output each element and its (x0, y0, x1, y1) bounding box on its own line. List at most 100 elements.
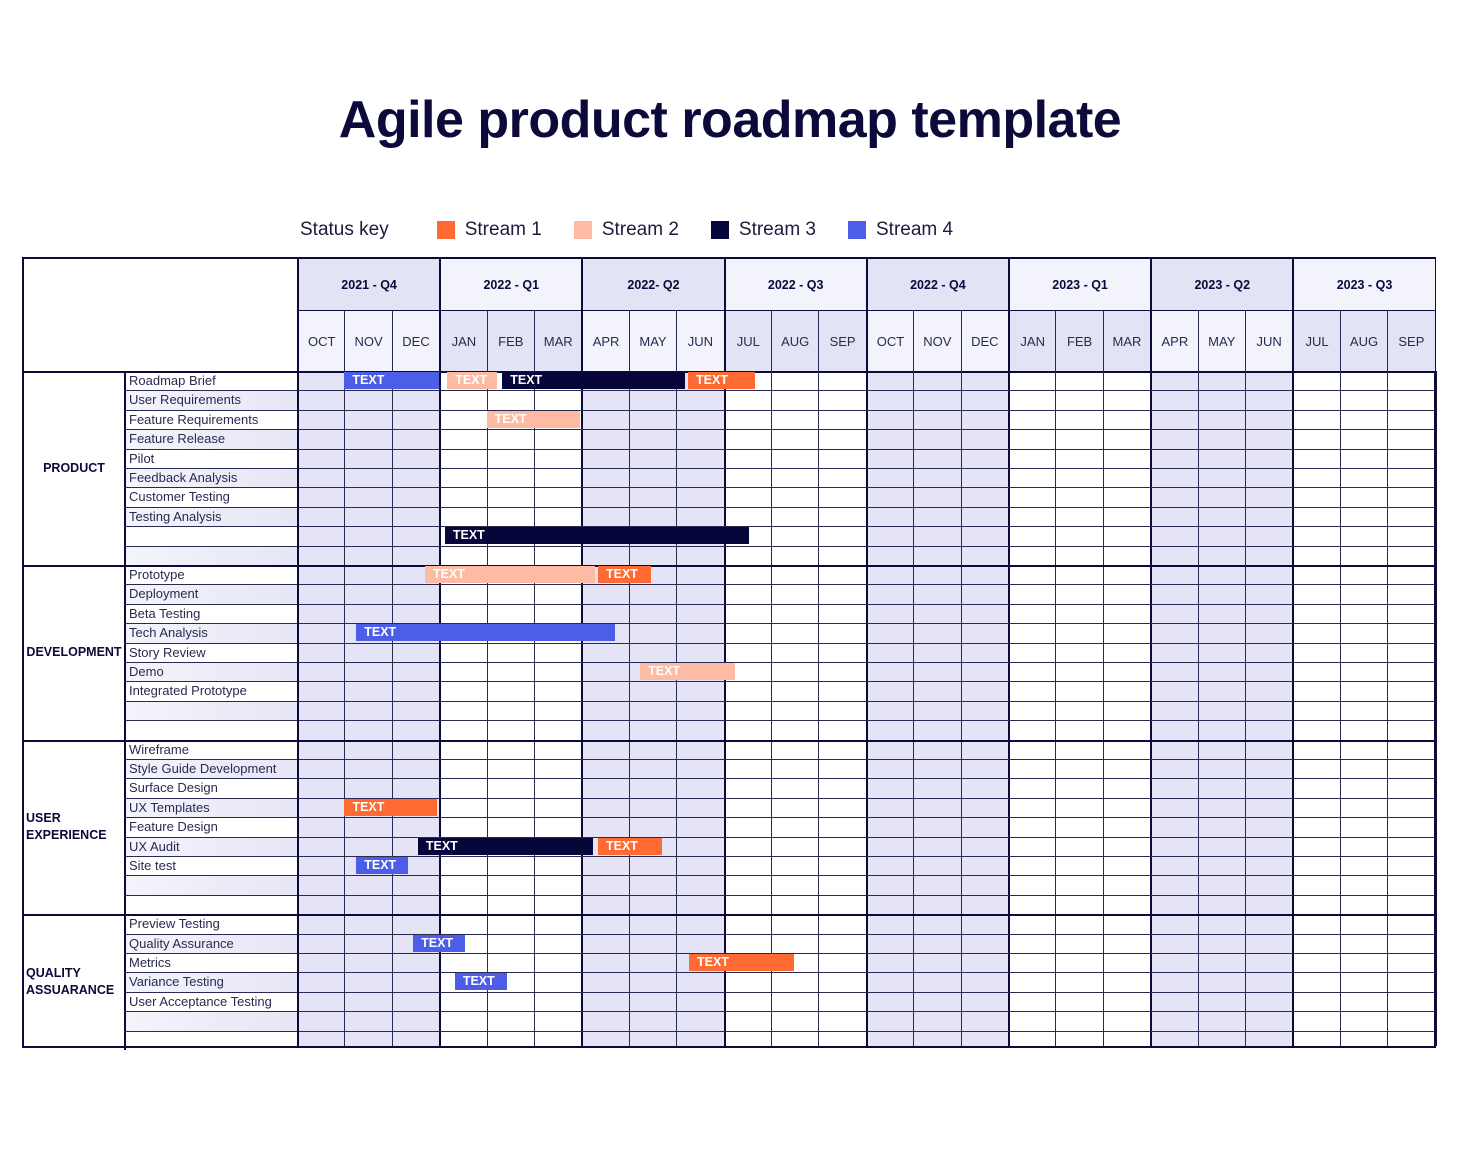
stream-3-swatch-icon (710, 221, 729, 239)
column-divider (439, 371, 442, 1046)
row-divider (124, 526, 1434, 528)
column-divider (1245, 371, 1246, 1046)
month-header: NOV (913, 311, 961, 371)
section-label: USER EXPERIENCE (24, 740, 124, 915)
row-divider (124, 817, 1434, 819)
quarter-shade (865, 371, 1008, 1046)
month-header: MAY (1197, 311, 1245, 371)
month-header: AUG (1339, 311, 1388, 371)
quarter-header: 2022 - Q3 (723, 259, 866, 311)
row-divider (124, 1030, 1434, 1032)
column-divider (1197, 371, 1199, 1046)
column-divider (865, 371, 868, 1046)
task-label: Demo (124, 662, 297, 682)
quarter-header: 2023 - Q3 (1292, 259, 1435, 311)
section-label: DEVELOPMENT (24, 565, 124, 740)
column-divider (628, 371, 630, 1046)
row-divider (124, 468, 1434, 469)
month-header: MAR (534, 311, 582, 371)
month-header: SEP (1387, 311, 1435, 371)
month-header: JUN (1245, 311, 1293, 371)
roadmap-bar[interactable]: TEXT (502, 372, 686, 389)
roadmap-bar[interactable]: TEXT (417, 837, 594, 855)
row-divider (124, 545, 1434, 547)
quarter-shade (1150, 371, 1293, 1046)
month-header: JAN (1008, 311, 1056, 371)
row-divider (124, 603, 1434, 605)
month-header: AUG (771, 311, 819, 371)
roadmap-bar[interactable]: TEXT (486, 410, 580, 428)
roadmap-bar[interactable]: TEXT (640, 663, 735, 680)
row-divider (124, 759, 1434, 760)
month-header: JUL (723, 311, 771, 371)
row-divider (124, 390, 1434, 392)
roadmap-bar[interactable]: TEXT (356, 857, 409, 874)
month-header: FEB (1055, 311, 1103, 371)
quarter-header: 2022 - Q4 (865, 259, 1008, 311)
quarter-shade (297, 371, 440, 1046)
roadmap-bar[interactable]: TEXT (344, 372, 440, 389)
roadmap-bar[interactable]: TEXT (688, 954, 795, 971)
column-divider (581, 371, 584, 1046)
roadmap-bar[interactable]: TEXT (597, 566, 652, 583)
month-header: DEC (960, 311, 1008, 371)
month-header: JUN (676, 311, 724, 371)
roadmap-bar[interactable]: TEXT (447, 372, 498, 389)
row-divider (124, 642, 1434, 644)
month-header: NOV (344, 311, 392, 371)
row-divider (124, 1011, 1434, 1013)
row-divider (124, 991, 1434, 993)
roadmap-bar[interactable]: TEXT (424, 566, 596, 583)
month-header: APR (581, 311, 629, 371)
month-header: OCT (865, 311, 914, 371)
roadmap-bar[interactable]: TEXT (454, 973, 507, 991)
task-label: Roadmap Brief (124, 371, 297, 391)
row-divider (124, 836, 1434, 838)
row-divider (124, 584, 1434, 586)
month-header: APR (1150, 311, 1198, 371)
month-header: OCT (297, 311, 345, 371)
month-header: MAR (1102, 311, 1151, 371)
legend-label: Stream 2 (601, 219, 679, 240)
month-header: MAY (628, 311, 677, 371)
row-divider (124, 487, 1434, 489)
section-label: PRODUCT (24, 371, 124, 565)
task-label: User Acceptance Testing (124, 991, 297, 1012)
column-divider (1339, 371, 1341, 1046)
quarter-header: 2023 - Q2 (1150, 259, 1293, 311)
task-label: Feature Design (124, 817, 297, 837)
task-label (124, 545, 297, 565)
roadmap-bar[interactable]: TEXT (413, 934, 466, 952)
task-label: Story Review (124, 642, 297, 662)
month-header: SEP (818, 311, 866, 371)
column-divider (723, 371, 726, 1046)
row-divider (124, 700, 1434, 702)
task-label: Prototype (124, 565, 297, 585)
legend-item-stream-1: Stream 1 (436, 219, 542, 241)
task-label: Wireframe (124, 739, 297, 759)
column-divider (1102, 371, 1104, 1046)
row-divider (124, 448, 1434, 450)
month-header: DEC (391, 311, 440, 371)
task-label: Feature Release (124, 429, 297, 449)
row-divider (124, 894, 1434, 896)
roadmap-bar[interactable]: TEXT (356, 624, 616, 642)
stream-2-swatch-icon (573, 221, 592, 239)
row-divider (124, 856, 1434, 857)
task-label: Tech Analysis (124, 623, 297, 643)
legend-label: Stream 4 (876, 219, 954, 240)
row-divider (124, 681, 1434, 683)
quarter-header: 2021 - Q4 (297, 259, 440, 311)
roadmap-bar[interactable]: TEXT (688, 372, 756, 389)
roadmap-bar[interactable]: TEXT (597, 837, 662, 855)
task-label: Site test (124, 856, 297, 876)
roadmap-bar[interactable]: TEXT (344, 798, 437, 816)
row-divider (124, 662, 1434, 663)
column-divider (391, 371, 393, 1046)
column-divider (1008, 371, 1010, 1046)
roadmap-bar[interactable]: TEXT (444, 527, 750, 545)
row-divider (124, 797, 1434, 799)
task-label: Style Guide Development (124, 759, 297, 779)
legend-label: Stream 3 (738, 219, 816, 240)
row-divider (124, 506, 1434, 508)
